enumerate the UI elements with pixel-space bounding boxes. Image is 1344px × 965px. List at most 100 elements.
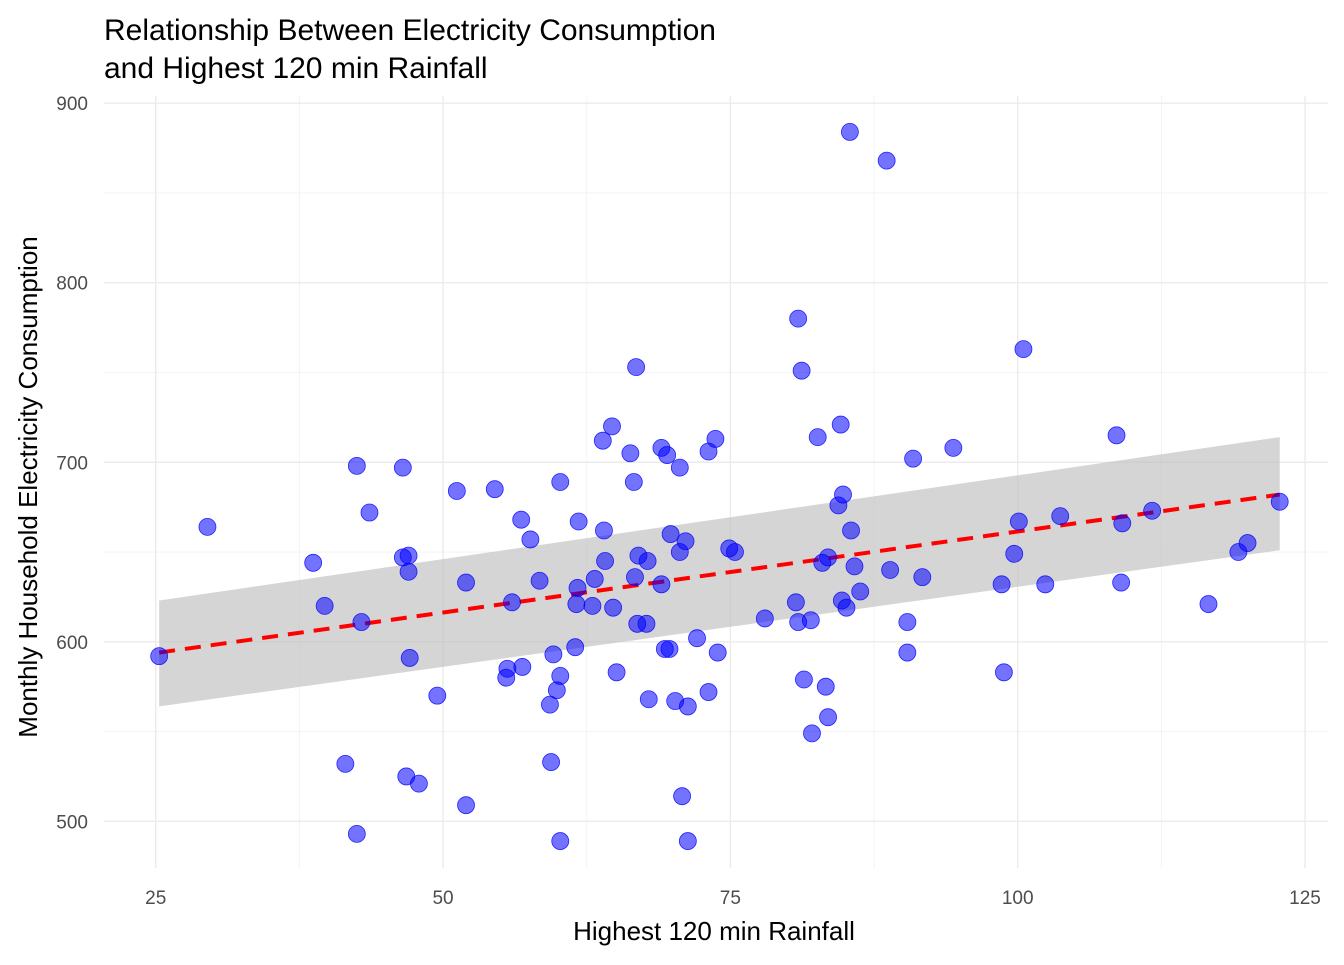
data-point [530,571,549,590]
y-tick-label: 800 [56,274,88,295]
data-point [399,546,418,565]
data-point [1270,492,1289,511]
data-point [688,629,706,648]
data-point [1009,512,1028,531]
data-point [834,485,852,504]
data-point [503,593,521,612]
data-point [447,482,466,500]
data-point [638,552,657,570]
data-point [676,532,695,551]
data-point [660,640,679,658]
data-point [699,683,718,701]
data-point [726,543,744,561]
confidence-band [159,437,1280,707]
data-point [551,473,570,491]
data-point [837,598,856,617]
data-point [1112,573,1131,592]
data-point [624,473,643,491]
data-point [521,530,540,549]
data-point [150,647,169,666]
data-point [881,561,900,579]
data-point [652,575,671,594]
grid-lines [104,96,1328,868]
data-point [1113,514,1132,533]
data-point [708,643,727,662]
data-point [569,512,588,531]
data-point [1036,575,1055,594]
data-point [315,596,334,615]
data-point [1199,595,1218,613]
data-point [898,613,917,631]
data-point [795,670,813,689]
data-point [541,695,559,714]
data-point [831,415,850,434]
data-point [551,666,570,685]
chart-title: Relationship Between Electricity Consump… [104,14,716,85]
y-tick-label: 700 [56,453,88,474]
data-point [898,643,917,662]
data-point [347,824,366,843]
data-point [336,754,355,773]
data-points [150,123,1289,850]
tick-labels: 25 50 75 100 125 500 600 700 800 900 [56,94,1321,909]
x-tick-label: 25 [145,888,166,909]
data-point [637,614,656,633]
y-tick-label: 900 [56,94,88,115]
data-point [603,417,621,436]
data-point [626,568,644,587]
y-tick-label: 600 [56,633,88,654]
data-point [661,525,680,543]
chart-title-line: Relationship Between Electricity Consump… [104,14,716,47]
x-axis-title: Highest 120 min Rainfall [573,916,855,946]
data-point [842,521,860,540]
data-point [913,568,932,587]
data-point [604,598,623,617]
data-point [670,458,689,477]
confidence-band-layer [159,437,1280,707]
data-point [352,613,371,631]
data-point [678,832,697,850]
data-point [851,582,870,601]
data-point [400,649,419,667]
data-point [544,645,563,664]
data-point [792,361,811,380]
data-point [786,593,805,612]
data-point [1107,426,1126,445]
data-point [410,774,428,793]
data-point [568,579,587,597]
data-point [1014,340,1033,359]
data-point [583,596,602,615]
data-point [1143,501,1162,520]
data-point [198,517,217,536]
data-point [803,724,821,743]
y-axis-title: Monthly Household Electricity Consumptio… [13,236,43,737]
data-point [498,659,517,678]
data-point [1238,534,1257,552]
data-point [627,358,646,376]
data-point [944,438,963,457]
data-point [816,677,835,696]
data-point [755,609,774,628]
data-point [658,446,677,464]
data-point [428,686,447,705]
data-point [485,480,504,499]
x-tick-label: 50 [432,888,453,909]
data-point [585,570,604,588]
data-point [621,444,640,463]
data-point [457,573,475,592]
data-point [360,503,379,522]
x-tick-label: 125 [1289,888,1321,909]
data-point [819,708,837,727]
data-point [801,611,820,630]
x-tick-label: 100 [1002,888,1034,909]
data-point [639,690,658,709]
data-point [994,663,1013,682]
data-point [567,595,586,613]
data-point [789,309,808,328]
data-point [457,796,475,815]
data-point [399,562,418,581]
data-point [706,430,725,448]
data-point [1051,507,1070,526]
